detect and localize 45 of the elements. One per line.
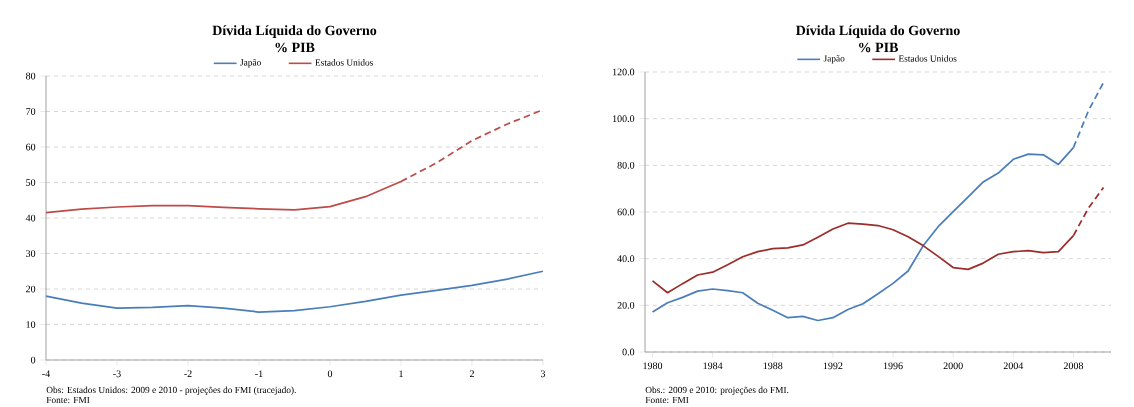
chart-subtitle: % PIB bbox=[275, 42, 315, 53]
x-tick-label: 2000 bbox=[943, 362, 963, 370]
x-tick-label: -4 bbox=[42, 370, 51, 377]
chart-title: Dívida Líquida do Governo bbox=[212, 25, 377, 38]
x-tick-label: 2008 bbox=[1063, 362, 1084, 370]
y-tick-label: 100.0 bbox=[612, 115, 635, 123]
y-tick-label: 40.0 bbox=[617, 255, 635, 263]
y-tick-label: 20.0 bbox=[617, 301, 635, 309]
y-tick-label: 80 bbox=[25, 72, 36, 80]
x-tick-label: -1 bbox=[255, 370, 263, 377]
y-tick-label: 60 bbox=[26, 143, 36, 151]
y-tick-label: 0 bbox=[30, 356, 36, 364]
chart-subtitle: % PIB bbox=[859, 42, 899, 53]
source-note: Fonte: FMI bbox=[46, 396, 90, 404]
legend-label: Japão bbox=[240, 59, 261, 68]
y-tick-label: 120.0 bbox=[612, 68, 635, 76]
x-tick-label: 0 bbox=[327, 370, 333, 378]
y-tick-label: 30 bbox=[26, 250, 36, 257]
x-tick-label: -3 bbox=[113, 370, 121, 378]
y-tick-label: 50 bbox=[26, 179, 36, 186]
source-note: Fonte: FMI bbox=[645, 396, 689, 404]
x-tick-label: 3 bbox=[540, 370, 546, 378]
chart-title: Dívida Líquida do Governo bbox=[795, 25, 960, 38]
legend-label: Estados Unidos bbox=[898, 55, 957, 62]
text: Obs.: 2009 e 2010: projeções do FMI. bbox=[645, 386, 789, 395]
legend-label: Japão bbox=[823, 55, 845, 64]
x-tick-label: 1 bbox=[399, 370, 403, 377]
x-tick-label: 1992 bbox=[823, 362, 843, 370]
y-tick-label: 0.0 bbox=[622, 348, 635, 356]
y-tick-label: 80.0 bbox=[617, 161, 635, 169]
y-tick-label: 40 bbox=[25, 214, 36, 222]
y-tick-label: 10 bbox=[26, 321, 36, 328]
x-tick-label: -2 bbox=[184, 370, 192, 378]
legend-label: Estados Unidos bbox=[315, 59, 373, 66]
x-tick-label: 1980 bbox=[643, 362, 663, 370]
x-tick-label: 1984 bbox=[703, 362, 723, 370]
text: Obs: Estados Unidos: 2009 e 2010 - projeções do FMI (tracejado). bbox=[46, 386, 296, 395]
y-tick-label: 20 bbox=[26, 285, 36, 293]
x-tick-label: 2 bbox=[469, 370, 474, 378]
x-tick-label: 2004 bbox=[1003, 362, 1024, 370]
x-tick-label: 1988 bbox=[763, 362, 783, 370]
y-tick-label: 70 bbox=[26, 108, 36, 115]
x-tick-label: 1996 bbox=[883, 362, 903, 370]
y-tick-label: 60.0 bbox=[617, 208, 635, 216]
line-series bbox=[45, 270, 544, 313]
